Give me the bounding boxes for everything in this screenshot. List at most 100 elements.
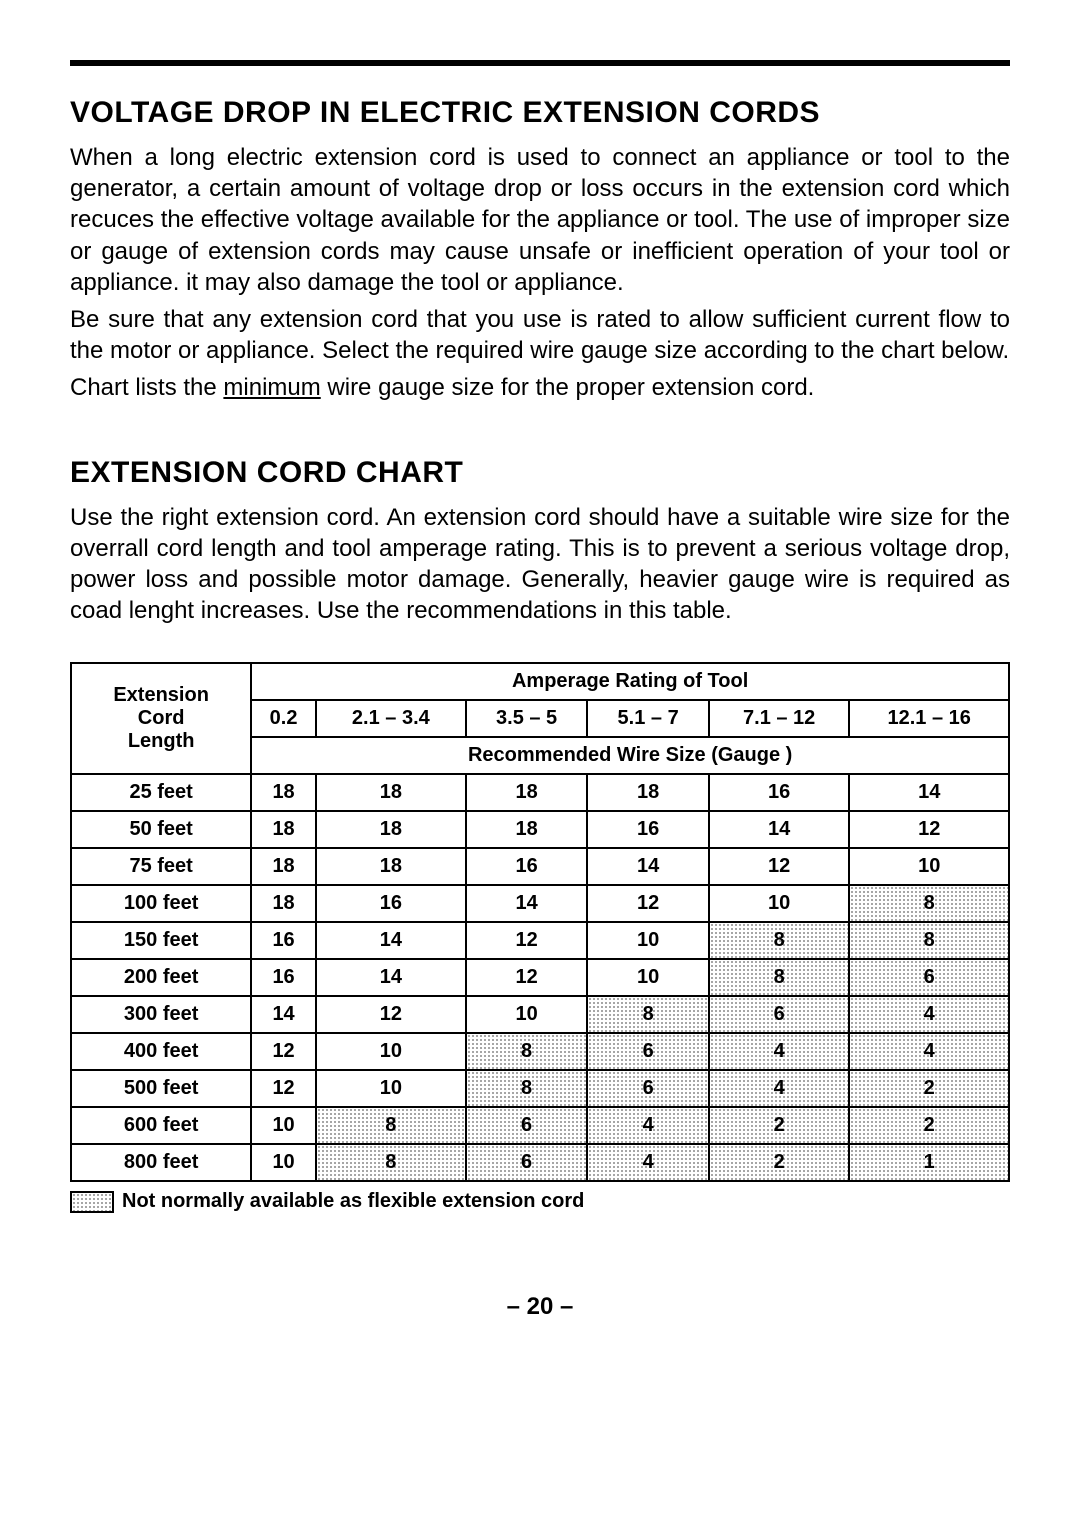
gauge-cell: 4 [849, 996, 1009, 1033]
gauge-cell: 10 [251, 1144, 316, 1181]
gauge-cell: 2 [849, 1107, 1009, 1144]
section1-para2: Be sure that any extension cord that you… [70, 304, 1010, 366]
gauge-cell: 1 [849, 1144, 1009, 1181]
legend-text: Not normally available as flexible exten… [122, 1190, 584, 1213]
gauge-cell: 8 [316, 1144, 466, 1181]
amp-column-header: 5.1 – 7 [587, 700, 709, 737]
spacer [70, 410, 1010, 456]
amperage-header: Amperage Rating of Tool [251, 663, 1009, 700]
table-row: 300 feet141210864 [71, 996, 1009, 1033]
para3-suffix: wire gauge size for the proper extension… [321, 374, 815, 401]
gauge-cell: 4 [587, 1107, 709, 1144]
section1-para3: Chart lists the minimum wire gauge size … [70, 372, 1010, 403]
gauge-cell: 14 [466, 885, 588, 922]
section1-para1: When a long electric extension cord is u… [70, 142, 1010, 298]
extension-cord-table: Extension Cord Length Amperage Rating of… [70, 662, 1010, 1182]
gauge-cell: 16 [587, 811, 709, 848]
table-header-row-1: Extension Cord Length Amperage Rating of… [71, 663, 1009, 700]
gauge-cell: 6 [466, 1144, 588, 1181]
table-row: 100 feet18161412108 [71, 885, 1009, 922]
gauge-cell: 6 [849, 959, 1009, 996]
table-row: 75 feet181816141210 [71, 848, 1009, 885]
gauge-cell: 10 [709, 885, 850, 922]
gauge-cell: 12 [709, 848, 850, 885]
gauge-cell: 14 [709, 811, 850, 848]
gauge-cell: 16 [316, 885, 466, 922]
gauge-cell: 6 [466, 1107, 588, 1144]
gauge-cell: 18 [251, 811, 316, 848]
gauge-cell: 10 [587, 922, 709, 959]
gauge-cell: 16 [466, 848, 588, 885]
gauge-cell: 10 [849, 848, 1009, 885]
gauge-cell: 2 [709, 1144, 850, 1181]
document-page: VOLTAGE DROP IN ELECTRIC EXTENSION CORDS… [0, 0, 1080, 1361]
gauge-cell: 14 [316, 922, 466, 959]
row-length-label: 500 feet [71, 1070, 251, 1107]
gauge-cell: 18 [316, 811, 466, 848]
table-row: 50 feet181818161412 [71, 811, 1009, 848]
gauge-cell: 18 [587, 774, 709, 811]
gauge-cell: 2 [709, 1107, 850, 1144]
gauge-cell: 8 [849, 922, 1009, 959]
amp-column-header: 12.1 – 16 [849, 700, 1009, 737]
row-length-label: 400 feet [71, 1033, 251, 1070]
para3-prefix: Chart lists the [70, 374, 223, 401]
gauge-cell: 2 [849, 1070, 1009, 1107]
gauge-cell: 6 [587, 1033, 709, 1070]
gauge-cell: 14 [251, 996, 316, 1033]
row-length-label: 100 feet [71, 885, 251, 922]
gauge-cell: 18 [316, 774, 466, 811]
page-number: – 20 – [70, 1293, 1010, 1321]
row-length-label: 150 feet [71, 922, 251, 959]
gauge-cell: 4 [849, 1033, 1009, 1070]
gauge-cell: 12 [849, 811, 1009, 848]
gauge-cell: 14 [849, 774, 1009, 811]
wire-size-header: Recommended Wire Size (Gauge ) [251, 737, 1009, 774]
gauge-cell: 12 [251, 1070, 316, 1107]
row-length-label: 200 feet [71, 959, 251, 996]
legend-swatch-icon [70, 1191, 114, 1213]
table-row: 25 feet181818181614 [71, 774, 1009, 811]
gauge-cell: 8 [466, 1070, 588, 1107]
row-length-label: 800 feet [71, 1144, 251, 1181]
gauge-cell: 12 [316, 996, 466, 1033]
table-row: 200 feet1614121086 [71, 959, 1009, 996]
gauge-cell: 18 [466, 811, 588, 848]
amp-column-header: 3.5 – 5 [466, 700, 588, 737]
gauge-cell: 14 [316, 959, 466, 996]
amp-column-header: 0.2 [251, 700, 316, 737]
gauge-cell: 8 [709, 922, 850, 959]
gauge-cell: 4 [709, 1070, 850, 1107]
gauge-cell: 4 [587, 1144, 709, 1181]
amp-column-header: 7.1 – 12 [709, 700, 850, 737]
row-length-label: 75 feet [71, 848, 251, 885]
table-row: 400 feet12108644 [71, 1033, 1009, 1070]
row-length-label: 25 feet [71, 774, 251, 811]
gauge-cell: 10 [466, 996, 588, 1033]
gauge-cell: 18 [251, 848, 316, 885]
row-length-label: 50 feet [71, 811, 251, 848]
gauge-cell: 10 [251, 1107, 316, 1144]
section2-para1: Use the right extension cord. An extensi… [70, 502, 1010, 627]
gauge-cell: 4 [709, 1033, 850, 1070]
table-row: 150 feet1614121088 [71, 922, 1009, 959]
gauge-cell: 18 [466, 774, 588, 811]
row-length-label: 300 feet [71, 996, 251, 1033]
gauge-cell: 14 [587, 848, 709, 885]
gauge-cell: 8 [587, 996, 709, 1033]
gauge-cell: 10 [316, 1033, 466, 1070]
gauge-cell: 18 [251, 774, 316, 811]
para3-underlined: minimum [223, 374, 320, 401]
gauge-cell: 10 [316, 1070, 466, 1107]
section2-heading: EXTENSION CORD CHART [70, 456, 1010, 490]
gauge-cell: 16 [709, 774, 850, 811]
gauge-cell: 16 [251, 959, 316, 996]
section1-heading: VOLTAGE DROP IN ELECTRIC EXTENSION CORDS [70, 96, 1010, 130]
gauge-cell: 6 [587, 1070, 709, 1107]
table-row: 500 feet12108642 [71, 1070, 1009, 1107]
spacer [70, 632, 1010, 652]
gauge-cell: 8 [709, 959, 850, 996]
gauge-cell: 12 [466, 922, 588, 959]
gauge-cell: 12 [251, 1033, 316, 1070]
table-row: 800 feet1086421 [71, 1144, 1009, 1181]
